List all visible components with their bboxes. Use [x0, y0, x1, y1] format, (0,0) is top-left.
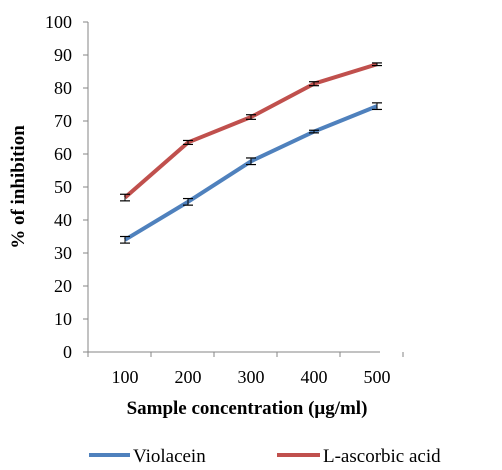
series — [120, 62, 382, 244]
series-0 — [120, 102, 382, 244]
x-tick-label: 100 — [112, 367, 139, 387]
x-axis-title: Sample concentration (μg/ml) — [127, 398, 368, 419]
legend-label: L-ascorbic acid — [323, 446, 441, 467]
legend-label: Violacein — [133, 446, 206, 467]
legend: Violacein L-ascorbic acid — [89, 446, 441, 467]
series-line — [123, 104, 378, 242]
y-tick-label: 80 — [54, 78, 72, 98]
y-tick-label: 60 — [54, 144, 72, 164]
x-tick-label: 300 — [238, 367, 265, 387]
legend-item: L-ascorbic acid — [277, 446, 441, 467]
y-tick-label: 40 — [54, 210, 72, 230]
series-line — [123, 62, 378, 200]
y-tick-label: 0 — [63, 342, 72, 362]
y-axis-title: % of inhibition — [8, 125, 29, 249]
y-tick-label: 100 — [45, 12, 72, 32]
series-1 — [120, 62, 382, 202]
y-tick-label: 50 — [54, 177, 72, 197]
y-tick-label: 70 — [54, 111, 72, 131]
y-tick-label: 30 — [54, 243, 72, 263]
y-axis-ticks: 0 10 20 30 40 50 60 70 80 90 100 — [45, 12, 88, 362]
y-tick-label: 20 — [54, 276, 72, 296]
legend-item: Violacein — [89, 446, 206, 467]
x-tick-label: 200 — [175, 367, 202, 387]
x-tick-label: 500 — [364, 367, 391, 387]
y-tick-label: 90 — [54, 45, 72, 65]
y-tick-label: 10 — [54, 309, 72, 329]
x-axis-ticks: 100 200 300 400 500 — [87, 352, 404, 387]
x-tick-label: 400 — [301, 367, 328, 387]
axes — [87, 22, 380, 353]
